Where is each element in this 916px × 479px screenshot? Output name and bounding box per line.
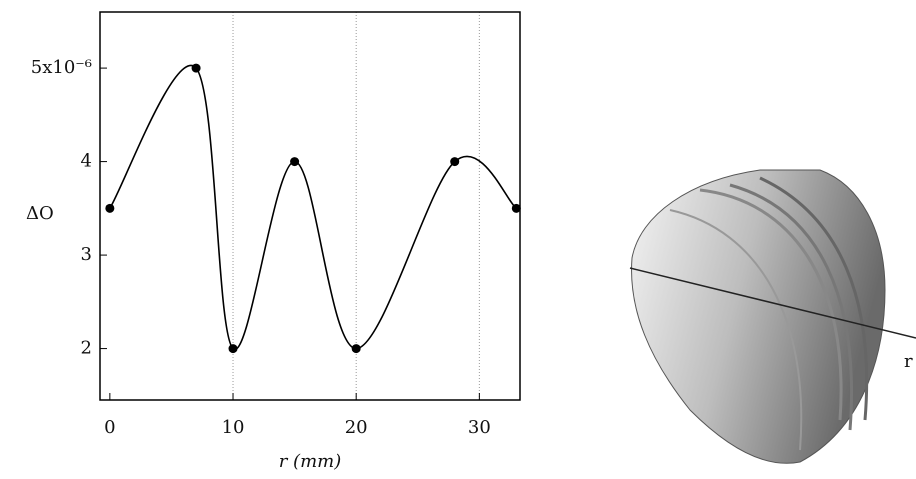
- point: [191, 63, 201, 73]
- x-tick-label: 30: [468, 417, 491, 438]
- y-tick-label: 4: [81, 151, 92, 172]
- plot-frame: [99, 11, 521, 401]
- x-axis-label: r (mm): [279, 451, 342, 472]
- point: [290, 157, 300, 167]
- x-tick-label: 10: [222, 417, 245, 438]
- y-axis-label: ΔO: [26, 203, 54, 224]
- point: [511, 203, 521, 213]
- y-tick-label: 5x10⁻⁶: [31, 57, 92, 78]
- point: [228, 344, 238, 354]
- point: [351, 344, 361, 354]
- y-tick-label: 3: [81, 244, 92, 265]
- x-tick-label: 0: [104, 417, 115, 438]
- line: [109, 64, 517, 350]
- y-tick-label: 2: [81, 338, 92, 359]
- point: [105, 203, 115, 213]
- x-tick-label: 20: [345, 417, 368, 438]
- shell-image: r: [629, 169, 916, 464]
- shell-axis-label: r: [904, 351, 913, 372]
- point: [450, 157, 460, 167]
